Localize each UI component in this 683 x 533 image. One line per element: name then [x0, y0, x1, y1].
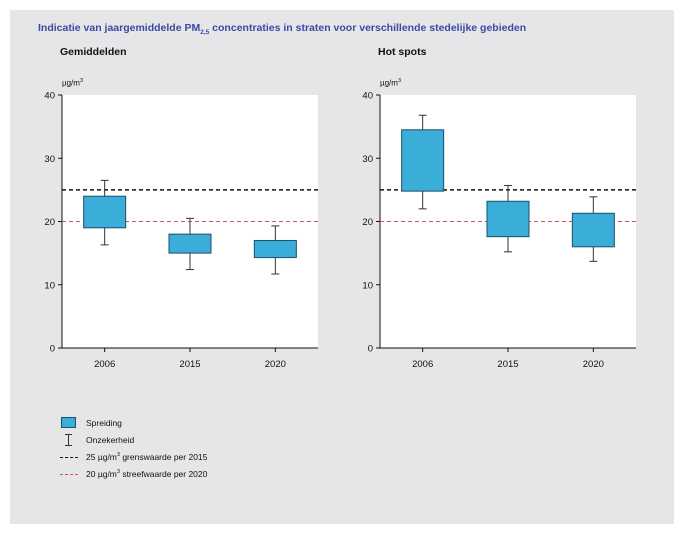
left-box-2015	[168, 233, 212, 254]
right-y-tick-label: 20	[362, 217, 373, 228]
right-x-tick-label: 2020	[583, 359, 604, 370]
right-box-2020	[571, 212, 615, 248]
left-x-tick-label: 2020	[265, 359, 286, 370]
right-y-tick-label: 40	[362, 91, 373, 102]
left-unit-label: µg/m3	[62, 78, 84, 88]
right-box-2006	[401, 129, 445, 192]
left-y-tick-label: 10	[44, 280, 55, 291]
left-y-tick-label: 30	[44, 154, 55, 165]
legend: Spreiding Onzekerheid 25 µg/m3 grenswaar…	[58, 414, 207, 482]
legend-label-streefwaarde: 20 µg/m3 streefwaarde per 2020	[86, 468, 208, 479]
left-box-2006	[83, 195, 127, 229]
right-y-tick-label: 10	[362, 280, 373, 291]
left-y-tick-label: 40	[44, 91, 55, 102]
legend-label-spreiding: Spreiding	[86, 417, 122, 428]
right-unit-label: µg/m3	[380, 78, 402, 88]
left-chart: 0 10 20 30 40 2006 2015 2020	[44, 91, 318, 370]
right-box-2015	[486, 200, 530, 238]
left-x-tick-label: 2015	[179, 359, 200, 370]
right-x-tick-label: 2015	[497, 359, 518, 370]
left-x-tick-label: 2006	[94, 359, 115, 370]
right-y-tick-label: 0	[368, 344, 373, 355]
left-box-2020	[253, 239, 297, 259]
legend-label-grenswaarde: 25 µg/m3 grenswaarde per 2015	[86, 451, 208, 462]
right-y-tick-label: 30	[362, 154, 373, 165]
legend-item-spreiding: Spreiding	[58, 414, 207, 431]
red-dashed-line-icon	[60, 473, 78, 475]
right-chart: 0 10 20 30 40 2006 2015 2020	[362, 91, 636, 370]
legend-item-onzekerheid: Onzekerheid	[58, 431, 207, 448]
left-chart-title: Gemiddelden	[60, 46, 127, 58]
black-dashed-line-icon	[60, 456, 78, 458]
error-bar-icon	[65, 433, 72, 446]
right-chart-title: Hot spots	[378, 46, 427, 58]
legend-item-streefwaarde: 20 µg/m3 streefwaarde per 2020	[58, 465, 207, 482]
left-y-tick-label: 20	[44, 217, 55, 228]
figure-title: Indicatie van jaargemiddelde PM2,5 conce…	[38, 22, 527, 37]
left-y-tick-label: 0	[50, 344, 55, 355]
legend-item-grenswaarde: 25 µg/m3 grenswaarde per 2015	[58, 448, 207, 465]
right-x-tick-label: 2006	[412, 359, 433, 370]
spreiding-swatch	[61, 416, 76, 428]
legend-label-onzekerheid: Onzekerheid	[86, 434, 135, 445]
